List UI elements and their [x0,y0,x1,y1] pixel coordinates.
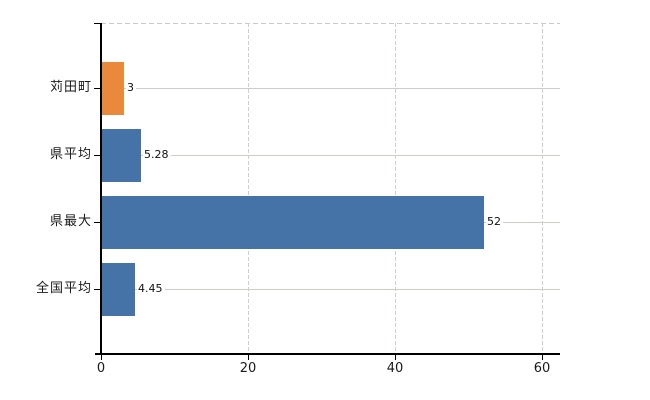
x-tick-label-1: 20 [239,361,257,376]
x-gridline-20 [248,23,249,353]
x-tick-3 [542,355,543,360]
x-tick-label-0: 0 [96,361,106,376]
bar-value-label-1: 5.28 [143,148,171,162]
x-tick-0 [101,355,102,360]
category-label-2: 県最大 [49,214,92,229]
x-gridline-40 [395,23,396,353]
bar-value-label-3: 4.45 [137,282,165,296]
y-tick-1 [94,155,101,156]
x-gridline-60 [542,23,543,353]
x-axis-line [95,353,560,355]
bar-0[interactable] [102,62,124,115]
y-axis-line [100,23,102,354]
category-label-3: 全国平均 [35,281,92,296]
category-gridline-0 [101,88,560,89]
category-gridline-1 [101,155,560,156]
bar-1[interactable] [102,129,141,182]
bar-3[interactable] [102,263,135,316]
bar-value-label-0: 3 [126,81,136,95]
x-tick-label-2: 40 [386,361,404,376]
category-gridline-3 [101,289,560,290]
x-tick-1 [248,355,249,360]
x-tick-2 [395,355,396,360]
category-label-1: 県平均 [49,147,92,162]
category-label-0: 苅田町 [49,80,92,95]
x-tick-label-3: 60 [533,361,551,376]
y-axis-top-tick [94,23,101,24]
plot-area: 3 5.28 52 4.45 [101,23,560,353]
bar-2[interactable] [102,196,484,249]
plot-border-top [101,23,560,24]
y-tick-3 [94,289,101,290]
bar-value-label-2: 52 [486,215,503,229]
y-tick-2 [94,222,101,223]
y-tick-0 [94,88,101,89]
